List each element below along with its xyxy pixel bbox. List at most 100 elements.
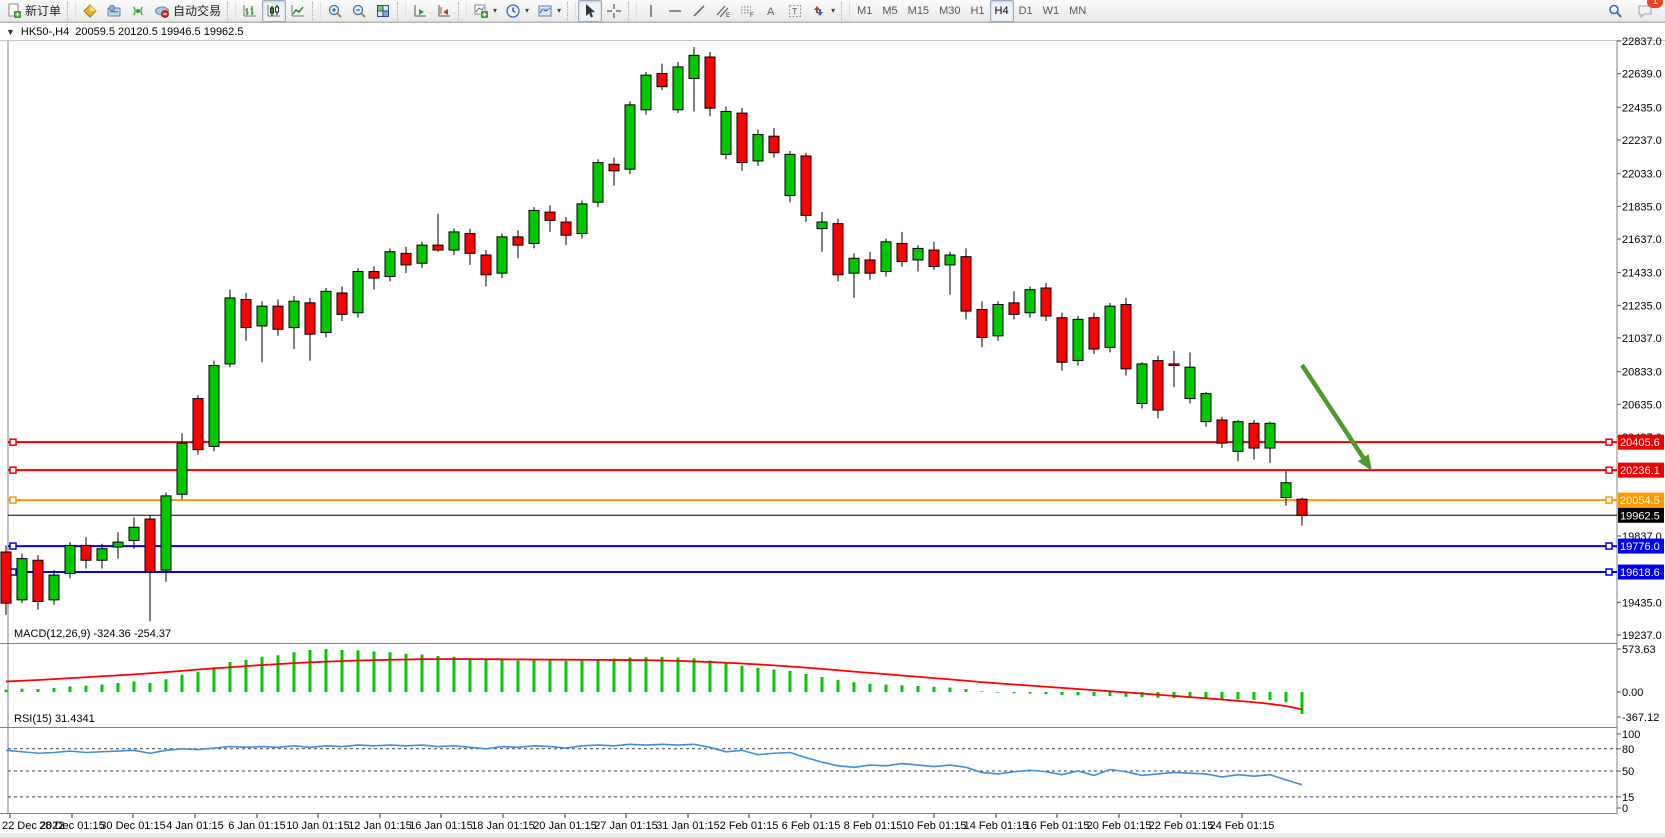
candle-down bbox=[1056, 317, 1068, 363]
candle-down bbox=[608, 163, 620, 172]
chart-canvas[interactable]: 22837.0 22639.0 22435.0 22237.0 22033.0 21835… bbox=[0, 23, 1665, 838]
search-button[interactable] bbox=[1603, 0, 1627, 22]
indicators-icon bbox=[473, 3, 489, 19]
candle-down bbox=[512, 236, 524, 246]
auto-scroll-button[interactable] bbox=[408, 0, 432, 22]
trend-arrow-annotation[interactable] bbox=[1300, 363, 1372, 471]
toolbar-separator bbox=[628, 1, 638, 20]
timeframe-m5[interactable]: M5 bbox=[882, 4, 898, 17]
equidistant-channel-icon: E bbox=[715, 3, 731, 19]
price-tag-label: 19618.6 bbox=[1620, 567, 1660, 579]
indicators-button[interactable]: ▾ bbox=[469, 0, 501, 22]
vertical-line-icon bbox=[643, 3, 659, 19]
hline-handle bbox=[9, 542, 17, 550]
arrows-tool-button[interactable]: ▾ bbox=[807, 0, 839, 22]
cursor-button[interactable] bbox=[578, 0, 603, 22]
price-axis-label: 19237.0 bbox=[1622, 630, 1662, 642]
autotrade-icon bbox=[154, 3, 170, 19]
candle-down bbox=[976, 308, 988, 339]
candle-down bbox=[896, 242, 908, 263]
line-chart-button[interactable] bbox=[286, 0, 310, 22]
candle-up bbox=[1200, 393, 1212, 423]
candle-down bbox=[240, 299, 252, 329]
macd-pane bbox=[4, 649, 1304, 715]
candle-down bbox=[1152, 360, 1164, 411]
timeframe-m15[interactable]: M15 bbox=[907, 4, 930, 17]
time-axis-label: 12 Jan 01:15 bbox=[348, 820, 412, 832]
price-axis-label: 22033.0 bbox=[1622, 169, 1662, 181]
candle-down bbox=[768, 135, 780, 154]
candle-down bbox=[832, 223, 844, 276]
data-window-button[interactable] bbox=[102, 0, 126, 22]
candle-up bbox=[944, 254, 956, 266]
svg-text:E: E bbox=[726, 13, 730, 19]
chart-shift-button[interactable] bbox=[432, 0, 456, 22]
candle-up bbox=[816, 221, 828, 230]
zoom-out-icon bbox=[351, 3, 367, 19]
candle-down bbox=[1008, 302, 1020, 315]
candle-up bbox=[16, 558, 28, 601]
market-watch-button[interactable] bbox=[78, 0, 102, 22]
toolbar-separator bbox=[227, 1, 237, 20]
timeframe-h1[interactable]: H1 bbox=[970, 4, 985, 17]
candle-up bbox=[720, 110, 732, 155]
horizontal-lines[interactable] bbox=[8, 438, 1617, 576]
price-tag-label: 20405.6 bbox=[1620, 437, 1660, 449]
time-axis-label: 22 Feb 01:15 bbox=[1149, 820, 1214, 832]
dropdown-caret: ▾ bbox=[493, 6, 498, 15]
candle-up bbox=[688, 54, 700, 79]
price-axis[interactable]: 22837.0 22639.0 22435.0 22237.0 22033.0 21835… bbox=[1617, 36, 1664, 642]
candle-up bbox=[128, 526, 140, 541]
chart-dropdown-arrow[interactable]: ▼ bbox=[6, 26, 15, 37]
time-axis-label: 20 Jan 01:15 bbox=[533, 820, 597, 832]
rsi-axis[interactable]: 100 80 50 150 bbox=[1617, 729, 1640, 815]
vertical-line-button[interactable] bbox=[639, 0, 663, 22]
candle-down bbox=[1088, 317, 1100, 350]
timeframe-group: M1 M5 M15 M30 H1 H4 D1 W1 MN bbox=[852, 0, 1091, 22]
timeframe-w1[interactable]: W1 bbox=[1042, 4, 1060, 17]
candlestick-button[interactable] bbox=[262, 0, 287, 22]
timeframe-d1[interactable]: D1 bbox=[1018, 4, 1033, 17]
candle-down bbox=[544, 211, 556, 221]
equidistant-channel-button[interactable]: E bbox=[711, 0, 735, 22]
candle-up bbox=[496, 236, 508, 274]
main-toolbar: 新订单 自动交易 ▾ ▾ ▾ E F A T ▾ bbox=[0, 0, 1665, 22]
zoom-out-button[interactable] bbox=[347, 0, 371, 22]
candle-up bbox=[528, 209, 540, 244]
candle-up bbox=[160, 495, 172, 571]
chat-button[interactable]: 1 bbox=[1633, 0, 1663, 22]
zoom-in-button[interactable] bbox=[323, 0, 347, 22]
fibonacci-button[interactable]: F bbox=[735, 0, 759, 22]
new-order-button[interactable]: 新订单 bbox=[2, 0, 65, 22]
crosshair-button[interactable] bbox=[602, 0, 626, 22]
autotrade-button[interactable]: 自动交易 bbox=[150, 0, 225, 22]
templates-button[interactable]: ▾ bbox=[533, 0, 565, 22]
candle-down bbox=[1296, 498, 1308, 516]
periods-button[interactable]: ▾ bbox=[501, 0, 533, 22]
chart-title-bar[interactable]: ▼ HK50-,H4 20059.5 20120.5 19946.5 19962… bbox=[0, 23, 1665, 41]
candle-up bbox=[320, 290, 332, 334]
candle-up bbox=[1280, 482, 1292, 499]
timeframe-h4[interactable]: H4 bbox=[989, 0, 1014, 22]
candle-up bbox=[48, 574, 60, 601]
text-label-button[interactable]: T bbox=[783, 0, 807, 22]
horizontal-line-button[interactable] bbox=[663, 0, 687, 22]
trendline-icon bbox=[691, 3, 707, 19]
hline-handle bbox=[9, 466, 17, 474]
time-axis-label: 20 Feb 01:15 bbox=[1087, 820, 1152, 832]
price-axis-label: 21235.0 bbox=[1622, 300, 1662, 312]
hline-handle bbox=[1605, 466, 1613, 474]
timeframe-mn[interactable]: MN bbox=[1069, 4, 1087, 17]
macd-axis[interactable]: 573.63 0.00 -367.12 bbox=[1617, 644, 1659, 724]
bar-chart-button[interactable] bbox=[238, 0, 262, 22]
timeframe-m1[interactable]: M1 bbox=[857, 4, 873, 17]
candle-down bbox=[704, 56, 716, 109]
tile-windows-button[interactable] bbox=[371, 0, 395, 22]
trendline-button[interactable] bbox=[687, 0, 711, 22]
text-button[interactable]: A bbox=[759, 0, 783, 22]
candle-down bbox=[272, 305, 284, 330]
timeframe-m30[interactable]: M30 bbox=[939, 4, 961, 17]
navigator-button[interactable] bbox=[126, 0, 150, 22]
candle-down bbox=[960, 256, 972, 312]
